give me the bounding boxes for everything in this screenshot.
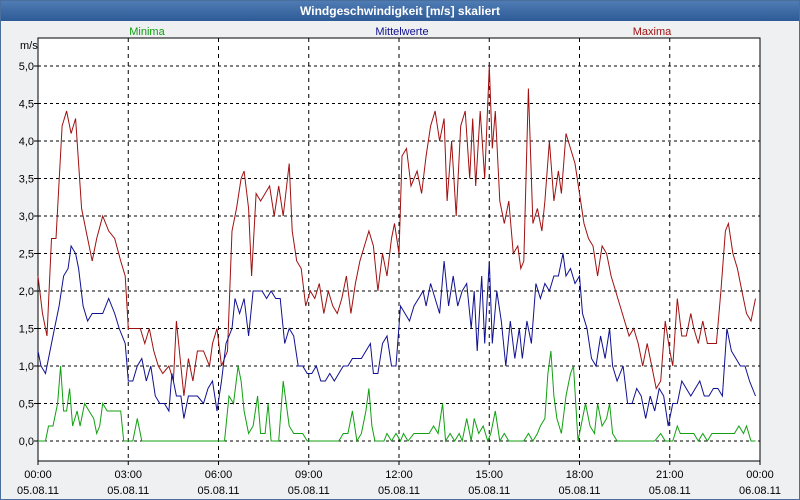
x-axis: 00:00 05.08.11 03:00 05.08.11 06:00 05.08.11 0… — [17, 461, 781, 497]
y-tick-label: 0,5 — [19, 399, 34, 411]
x-tick-date: 05.08.11 — [468, 485, 510, 497]
y-tick-label: 2,5 — [19, 249, 34, 261]
y-tick-label: 3,5 — [19, 174, 34, 186]
series-line-minima — [38, 350, 756, 443]
y-tick-label: 0,0 — [19, 436, 34, 448]
x-tick-time: 03:00 — [114, 469, 142, 481]
x-tick-time: 21:00 — [656, 469, 684, 481]
legend: Maxima Mittelwerte Minima — [129, 26, 672, 38]
x-tick-time: 09:00 — [295, 469, 323, 481]
y-tick-label: 1,0 — [19, 361, 34, 373]
x-tick-date: 05.08.11 — [288, 485, 330, 497]
y-tick-label: 4,0 — [19, 136, 34, 148]
y-tick-label: 3,0 — [19, 211, 34, 223]
y-axis: 0,0 0,5 1,0 1,5 2,0 2,5 3,0 3,5 4,0 4,5 5,0 — [19, 61, 38, 448]
y-axis-label: m/s — [20, 40, 38, 52]
x-tick-time: 00:00 — [746, 469, 774, 481]
y-tick-label: 2,0 — [19, 286, 34, 298]
x-tick-time: 12:00 — [385, 469, 413, 481]
x-tick-date: 05.08.11 — [558, 485, 600, 497]
x-tick-date: 05.08.11 — [17, 485, 59, 497]
legend-maxima: Maxima — [633, 26, 672, 38]
y-tick-label: 4,5 — [19, 99, 34, 111]
x-tick-time: 06:00 — [205, 469, 233, 481]
x-tick-time: 18:00 — [566, 469, 594, 481]
x-tick-date: 05.08.11 — [107, 485, 149, 497]
x-tick-time: 15:00 — [475, 469, 503, 481]
x-tick-date: 05.08.11 — [378, 485, 420, 497]
x-tick-date: 05.08.11 — [649, 485, 691, 497]
legend-mittelwerte: Mittelwerte — [375, 26, 428, 38]
x-tick-date: 05.08.11 — [197, 485, 239, 497]
x-tick-date: 06.08.11 — [739, 485, 781, 497]
series-line-mittelwerte — [37, 244, 756, 427]
window-title: Windgeschwindigkeit [m/s] skaliert — [1, 1, 799, 21]
y-tick-label: 1,5 — [19, 324, 34, 336]
x-tick-time: 00:00 — [24, 469, 52, 481]
y-tick-label: 5,0 — [19, 61, 34, 73]
series-lines — [37, 65, 756, 443]
legend-minima: Minima — [129, 26, 165, 38]
